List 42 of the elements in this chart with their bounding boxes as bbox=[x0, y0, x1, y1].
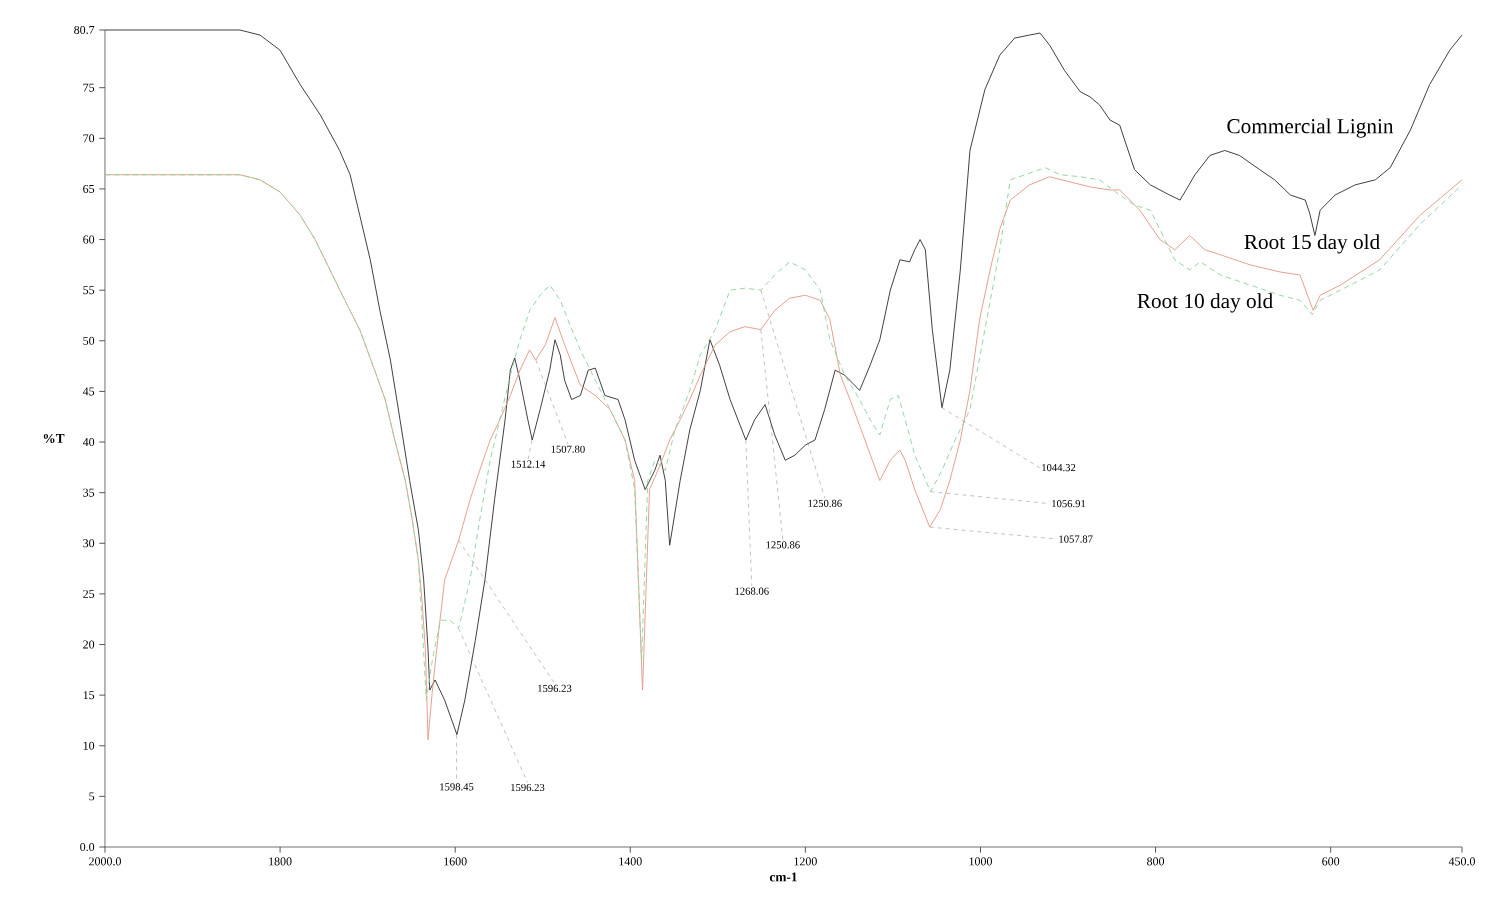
y-tick-label: 80.7 bbox=[74, 25, 95, 35]
x-tick-label: 1200 bbox=[794, 857, 817, 866]
annotation: 1056.91 bbox=[1052, 500, 1086, 508]
y-tick-label: 65 bbox=[83, 184, 95, 193]
y-tick-label: 15 bbox=[83, 691, 95, 700]
annotation: 1250.86 bbox=[808, 499, 842, 507]
y-tick-label: 25 bbox=[83, 589, 95, 598]
y-tick-label: 75 bbox=[83, 83, 95, 92]
x-tick-label: 450.0 bbox=[1448, 857, 1475, 866]
annotation: 1057.87 bbox=[1059, 535, 1093, 543]
annotation: 1512.14 bbox=[511, 460, 546, 468]
annotation: 1250.86 bbox=[766, 541, 800, 549]
y-tick-label: 10 bbox=[83, 741, 95, 750]
x-tick-label: 1600 bbox=[444, 857, 467, 866]
y-tick-label: 55 bbox=[83, 286, 95, 295]
annotation: 1598.45 bbox=[440, 783, 474, 791]
x-tick-label: 1400 bbox=[619, 857, 642, 866]
y-axis-title: %T bbox=[43, 433, 65, 443]
x-tick-label: 2000.0 bbox=[89, 857, 121, 866]
x-tick-label: 800 bbox=[1147, 857, 1165, 866]
y-tick-label: 45 bbox=[82, 387, 95, 396]
series-label: Root 15 day old bbox=[1244, 234, 1380, 254]
y-tick-label: 5 bbox=[89, 792, 95, 801]
y-tick-label: 30 bbox=[83, 539, 95, 548]
y-tick-label: 35 bbox=[83, 488, 95, 497]
y-tick-label: 70 bbox=[83, 134, 95, 143]
series-label: Commercial Lignin bbox=[1227, 118, 1394, 138]
annotation: 1044.32 bbox=[1042, 464, 1076, 472]
x-tick-label: 600 bbox=[1322, 857, 1340, 866]
y-tick-label: 0.0 bbox=[80, 842, 95, 852]
x-axis-title: cm-1 bbox=[769, 872, 797, 882]
series-label: Root 10 day old bbox=[1137, 293, 1273, 313]
y-tick-label: 50 bbox=[83, 336, 95, 345]
x-tick-label: 1800 bbox=[269, 857, 292, 866]
y-tick-label: 60 bbox=[83, 235, 95, 244]
annotation: 1596.23 bbox=[511, 783, 545, 792]
annotation: 1596.23 bbox=[538, 684, 572, 693]
y-tick-label: 40 bbox=[82, 437, 95, 447]
annotation: 1507.80 bbox=[551, 445, 585, 453]
y-tick-label: 20 bbox=[83, 640, 95, 649]
x-tick-label: 1000 bbox=[969, 857, 992, 866]
annotation: 1268.06 bbox=[735, 587, 769, 595]
